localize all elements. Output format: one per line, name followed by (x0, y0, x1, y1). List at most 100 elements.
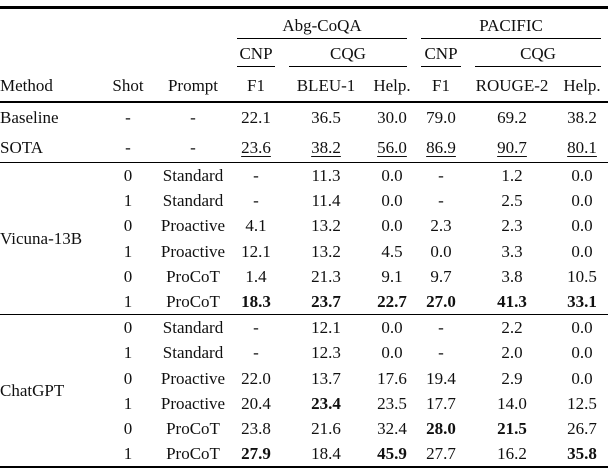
value-cell: - (253, 166, 259, 185)
value-cell: 21.5 (497, 418, 527, 438)
subgroup-label: CQG (520, 43, 556, 63)
prompt-cell: ProCoT (166, 291, 220, 311)
value-cell: 22.7 (377, 291, 407, 311)
shot-cell: 0 (123, 368, 133, 388)
prompt-cell: - (190, 137, 196, 157)
table-header: Abg-CoQA PACIFIC CNP CQG CNP CQG (0, 8, 608, 102)
value-cell: 14.0 (497, 393, 527, 413)
table-row: 0 ProCoT 23.8 21.6 32.4 28.0 21.5 26.7 (0, 416, 608, 441)
prompt-cell: Standard (162, 343, 224, 363)
subgroup-label: CNP (424, 43, 458, 63)
table-section: Baseline - - 22.1 36.5 30.0 79.0 69.2 38.2 SOTA - -… (0, 102, 608, 163)
column-header-method: Method (0, 76, 53, 95)
value-cell: 30.0 (377, 108, 407, 127)
prompt-cell: Standard (162, 166, 224, 185)
subgroup-header-cqg-pacific: CQG (468, 39, 608, 68)
value-cell: 32.4 (377, 418, 407, 438)
value-cell: 12.1 (241, 241, 271, 261)
value-cell: 21.6 (311, 418, 341, 438)
value-cell: - (438, 166, 444, 185)
table-row: 1 Standard - 11.4 0.0 - 2.5 0.0 (0, 188, 608, 213)
value-cell: 2.9 (501, 368, 523, 388)
table-row: 1 Standard - 12.3 0.0 - 2.0 0.0 (0, 340, 608, 365)
table-section: Vicuna-13B 0 Standard - 11.3 0.0 - 1.2 0.0 1 Stand… (0, 162, 608, 315)
table-row: Vicuna-13B 0 Standard - 11.3 0.0 - 1.2 0.0 (0, 163, 608, 248)
value-cell: 23.6 (241, 137, 271, 157)
value-cell: 17.7 (426, 393, 456, 413)
header-spacer (0, 39, 230, 68)
value-cell: 0.0 (571, 368, 593, 388)
table-section: ChatGPT 0 Standard - 12.1 0.0 - 2.2 0.0 1 Standard… (0, 314, 608, 468)
shot-cell: 1 (123, 241, 133, 261)
column-header-help-pacific: Help. (563, 76, 601, 95)
value-cell: 18.4 (311, 444, 341, 464)
column-header-f1-pacific: F1 (432, 76, 450, 95)
column-header-f1-abg: F1 (247, 76, 265, 95)
value-cell: 2.3 (430, 216, 452, 236)
value-cell: 3.8 (501, 266, 523, 286)
results-table: Abg-CoQA PACIFIC CNP CQG CNP CQG (0, 6, 608, 469)
prompt-cell: ProCoT (166, 418, 220, 438)
value-cell: 10.5 (567, 266, 597, 286)
value-cell: 22.0 (241, 368, 271, 388)
shot-cell: 0 (123, 216, 133, 236)
table-row: 1 ProCoT 18.3 23.7 22.7 27.0 41.3 33.1 (0, 289, 608, 315)
prompt-cell: Proactive (160, 368, 226, 388)
value-cell: 9.1 (381, 266, 403, 286)
value-cell: 28.0 (426, 418, 456, 438)
value-cell: 0.0 (571, 166, 593, 185)
group-header-row: Abg-CoQA PACIFIC (0, 8, 608, 40)
prompt-cell: Proactive (160, 393, 226, 413)
shot-cell: 0 (123, 266, 133, 286)
value-cell: - (438, 343, 444, 363)
value-cell: 38.2 (311, 137, 341, 157)
column-header-row: Method Shot Prompt F1 BLEU-1 Help. F1 RO… (0, 68, 608, 102)
header-spacer (0, 8, 230, 40)
value-cell: 13.2 (311, 216, 341, 236)
value-cell: - (253, 191, 259, 211)
value-cell: 4.1 (245, 216, 267, 236)
value-cell: 11.4 (311, 191, 341, 211)
table-row: 1 Proactive 20.4 23.4 23.5 17.7 14.0 12.5 (0, 391, 608, 416)
value-cell: 2.3 (501, 216, 523, 236)
group-header-abg-coqa: Abg-CoQA (230, 8, 414, 40)
method-group-label: Vicuna-13B (0, 228, 83, 248)
table-row: 0 ProCoT 1.4 21.3 9.1 9.7 3.8 10.5 (0, 264, 608, 289)
value-cell: 12.5 (567, 393, 597, 413)
shot-cell: 1 (123, 444, 133, 464)
prompt-cell: Standard (162, 191, 224, 211)
value-cell: 33.1 (567, 291, 597, 311)
value-cell: 16.2 (497, 444, 527, 464)
value-cell: 0.0 (571, 241, 593, 261)
subgroup-label: CQG (330, 43, 366, 63)
shot-cell: - (125, 137, 131, 157)
value-cell: - (253, 343, 259, 363)
value-cell: 0.0 (571, 318, 593, 338)
subgroup-header-cnp-abg: CNP (230, 39, 282, 68)
value-cell: 23.8 (241, 418, 271, 438)
value-cell: 45.9 (377, 444, 407, 464)
value-cell: 0.0 (571, 343, 593, 363)
value-cell: 23.4 (311, 393, 341, 413)
table-row: SOTA - - 23.6 38.2 56.0 86.9 90.7 80.1 (0, 133, 608, 163)
shot-cell: - (125, 108, 131, 127)
value-cell: 11.3 (311, 166, 341, 185)
prompt-cell: Standard (162, 318, 224, 338)
value-cell: 13.7 (311, 368, 341, 388)
value-cell: 56.0 (377, 137, 407, 157)
value-cell: 0.0 (571, 191, 593, 211)
value-cell: - (438, 318, 444, 338)
table-row: 1 Proactive 12.1 13.2 4.5 0.0 3.3 0.0 (0, 239, 608, 264)
value-cell: 38.2 (567, 108, 597, 127)
column-header-bleu1: BLEU-1 (296, 76, 356, 95)
subgroup-label: CNP (239, 43, 273, 63)
value-cell: 0.0 (381, 318, 403, 338)
value-cell: 3.3 (501, 241, 523, 261)
shot-cell: 1 (123, 393, 133, 413)
value-cell: 86.9 (426, 137, 456, 157)
value-cell: 9.7 (430, 266, 452, 286)
value-cell: 36.5 (311, 108, 341, 127)
value-cell: 2.0 (501, 343, 523, 363)
value-cell: 80.1 (567, 137, 597, 157)
